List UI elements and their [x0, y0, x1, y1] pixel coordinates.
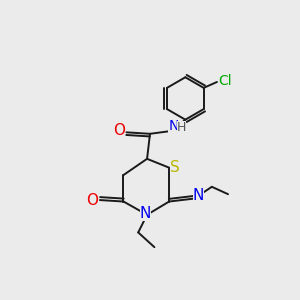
Text: Cl: Cl [218, 74, 232, 88]
Text: N: N [140, 206, 151, 221]
Text: H: H [177, 121, 186, 134]
Text: N: N [168, 118, 179, 133]
Text: N: N [193, 188, 204, 203]
Text: O: O [113, 123, 125, 138]
Text: O: O [87, 193, 99, 208]
Text: S: S [170, 160, 180, 175]
